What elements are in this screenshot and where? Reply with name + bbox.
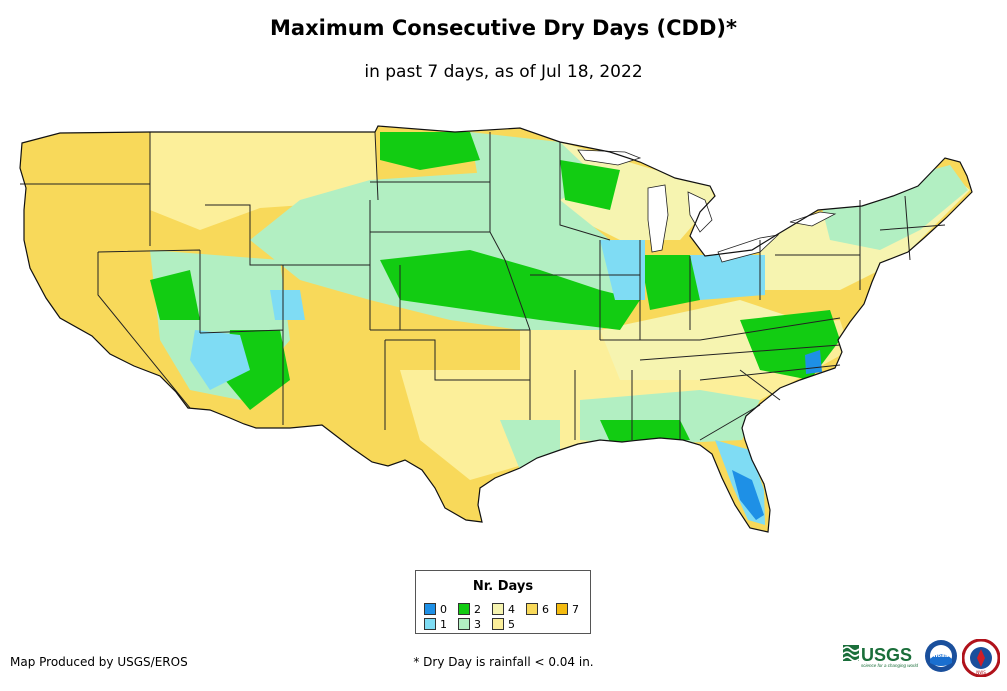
wet-1-day-area	[270, 290, 305, 320]
legend-item-1: 1	[424, 618, 447, 631]
lake-michigan	[647, 184, 669, 253]
legend-label-3: 3	[474, 618, 481, 631]
dry-5-day-area	[400, 370, 540, 480]
dry-3-day-area	[820, 165, 968, 250]
legend-label-6: 6	[542, 603, 549, 616]
legend-swatch-0	[424, 603, 436, 615]
state-borders	[20, 131, 946, 441]
great-lakes	[577, 149, 837, 263]
nws-logo: NWS	[962, 639, 1000, 677]
legend-item-4: 4	[492, 603, 515, 616]
legend-item-0: 0	[424, 603, 447, 616]
wet-1-day-area	[690, 255, 765, 300]
wet-2-day-area	[640, 255, 700, 310]
legend-swatch-3	[458, 618, 470, 630]
legend-item-2: 2	[458, 603, 481, 616]
noaa-logo: noaa	[925, 640, 957, 672]
legend-item-5: 5	[492, 618, 515, 631]
wet-2-day-area	[560, 160, 620, 210]
noaa-wordmark: noaa	[933, 653, 948, 659]
legend-swatch-4	[492, 603, 504, 615]
legend-swatch-6	[526, 603, 538, 615]
legend-label-7: 7	[572, 603, 579, 616]
legend-item-3: 3	[458, 618, 481, 631]
legend-item-7: 7	[556, 603, 579, 616]
legend-swatch-5	[492, 618, 504, 630]
legend-label-0: 0	[440, 603, 447, 616]
wet-0-day-area	[732, 470, 764, 520]
legend-swatch-7	[556, 603, 568, 615]
dry-day-footnote: * Dry Day is rainfall < 0.04 in.	[413, 655, 594, 669]
credit-text: Map Produced by USGS/EROS	[10, 655, 188, 669]
legend-swatch-1	[424, 618, 436, 630]
usgs-logo: USGS science for a changing world	[843, 645, 919, 668]
legend-label-2: 2	[474, 603, 481, 616]
wet-1-day-area	[600, 240, 645, 300]
wet-2-day-area	[600, 420, 690, 442]
lake-superior	[577, 149, 642, 166]
legend: Nr. Days 0 1 2 3 4 5 6 7	[415, 570, 591, 634]
legend-label-1: 1	[440, 618, 447, 631]
map-subtitle: in past 7 days, as of Jul 18, 2022	[364, 62, 643, 82]
usgs-tagline: science for a changing world	[861, 663, 919, 668]
cdd-map	[19, 125, 973, 533]
wet-2-day-area	[150, 270, 200, 320]
lake-erie	[717, 234, 780, 263]
usgs-wordmark: USGS	[861, 645, 912, 665]
wet-2-day-area	[380, 250, 640, 330]
nws-wordmark: NWS	[976, 670, 986, 675]
legend-label-5: 5	[508, 618, 515, 631]
wet-1-day-area	[190, 330, 250, 390]
map-title: Maximum Consecutive Dry Days (CDD)*	[270, 16, 737, 40]
legend-swatch-2	[458, 603, 470, 615]
legend-label-4: 4	[508, 603, 515, 616]
legend-item-6: 6	[526, 603, 549, 616]
wet-2-day-area	[380, 132, 480, 170]
legend-title: Nr. Days	[472, 579, 534, 594]
